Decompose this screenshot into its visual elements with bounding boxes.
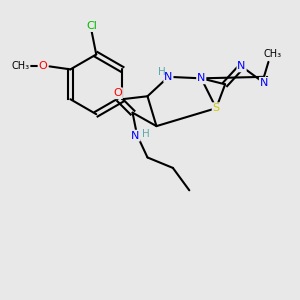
Text: H: H (158, 67, 166, 77)
Text: O: O (113, 88, 122, 98)
Text: N: N (164, 72, 172, 82)
Text: CH₃: CH₃ (11, 61, 30, 71)
Text: H: H (142, 129, 149, 139)
Text: N: N (197, 73, 206, 83)
Text: S: S (213, 103, 220, 113)
Text: O: O (38, 61, 47, 71)
Text: CH₃: CH₃ (264, 50, 282, 59)
Text: N: N (260, 78, 268, 88)
Text: Cl: Cl (86, 21, 97, 31)
Text: N: N (131, 131, 140, 141)
Text: N: N (237, 61, 246, 71)
